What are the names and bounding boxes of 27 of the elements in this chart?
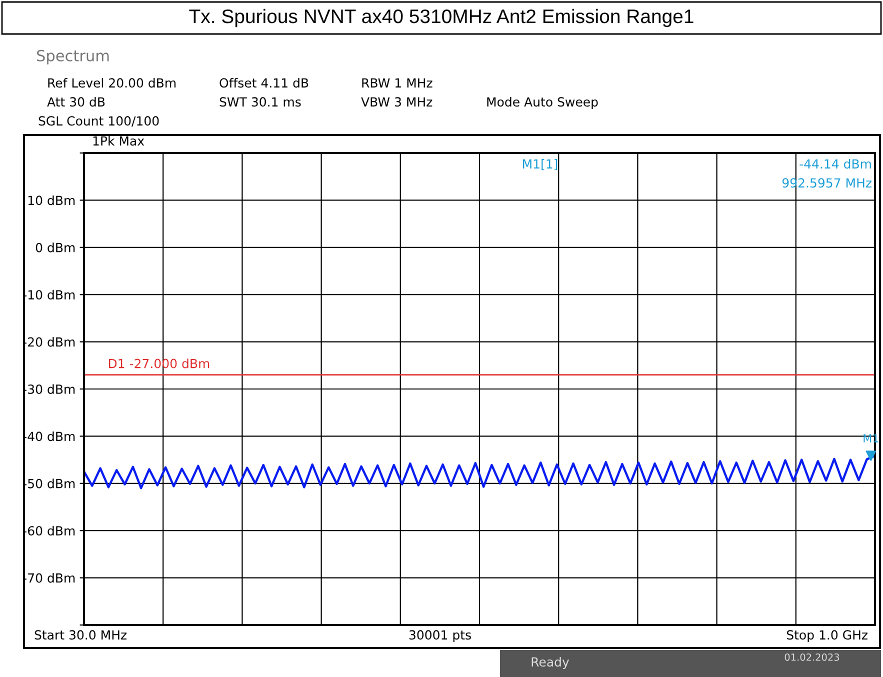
- text: Stop 1.0 GHz: [786, 630, 868, 642]
- y-tick-label: 0 dBm: [36, 242, 75, 252]
- y-tick-label: -60 dBm: [23, 526, 75, 536]
- y-tick-label: -20 dBm: [23, 337, 75, 347]
- text: SGL Count 100/100: [38, 116, 159, 127]
- text: Start 30.0 MHz: [34, 630, 127, 640]
- text: Offset 4.11 dB: [220, 78, 308, 88]
- text: 1Pk Max: [93, 136, 144, 146]
- y-tick-label: -10 dBm: [23, 290, 75, 300]
- text: SWT 30.1 ms: [220, 97, 301, 107]
- annotation: M1[1]: [523, 158, 558, 170]
- annotation: -44.14 dBm: [800, 158, 871, 169]
- chart-title: Tx. Spurious NVNT ax40 5310MHz Ant2 Emission Range1: [189, 8, 694, 28]
- text: RBW 1 MHz: [362, 78, 432, 88]
- y-tick-label: 10 dBm: [28, 195, 75, 206]
- y-tick-label: -40 dBm: [23, 431, 75, 442]
- y-tick-label: -70 dBm: [23, 573, 75, 583]
- text: Spectrum: [37, 50, 109, 64]
- text: Att 30 dB: [47, 96, 105, 107]
- y-tick-label: -50 dBm: [23, 478, 75, 488]
- text: 30001 pts: [409, 630, 471, 642]
- text: VBW 3 MHz: [361, 97, 432, 107]
- text: 01.02.2023: [784, 653, 840, 661]
- text: Ready: [532, 656, 570, 670]
- text: Mode Auto Sweep: [487, 96, 598, 110]
- y-tick-label: -30 dBm: [23, 384, 75, 394]
- text: Ref Level 20.00 dBm: [48, 78, 176, 88]
